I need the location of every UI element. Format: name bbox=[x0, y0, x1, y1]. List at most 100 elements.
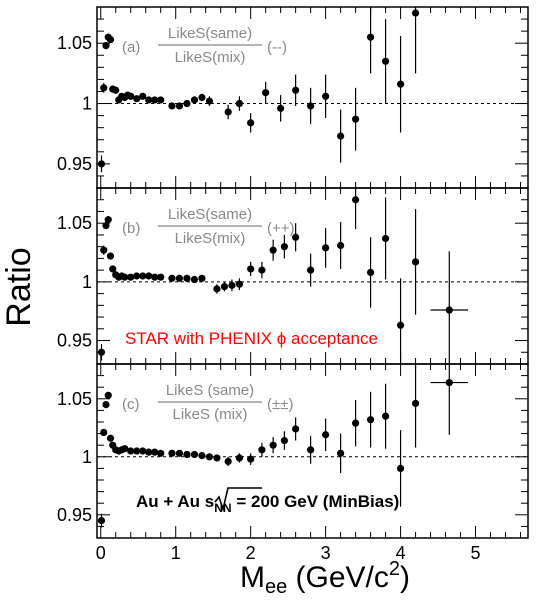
acceptance-note: STAR with PHENIX ϕ acceptance bbox=[125, 329, 378, 348]
data-point bbox=[183, 450, 191, 459]
data-point bbox=[109, 265, 117, 273]
data-point bbox=[445, 306, 453, 314]
data-point bbox=[145, 272, 153, 280]
data-point bbox=[258, 266, 266, 274]
data-point bbox=[157, 449, 165, 457]
legend-numerator: LikeS(same) bbox=[168, 25, 252, 42]
data-point bbox=[190, 96, 199, 104]
y-tick-label: 0.95 bbox=[57, 154, 92, 174]
data-point bbox=[337, 449, 345, 457]
panel-c: 1.05 1 0.950 1 2 3 4 5 (c) LikeS (same) LikeS (mix… bbox=[57, 363, 529, 563]
data-point bbox=[133, 272, 141, 280]
data-point bbox=[224, 108, 232, 116]
data-point bbox=[127, 273, 135, 281]
data-point bbox=[97, 517, 106, 525]
data-point bbox=[102, 42, 110, 50]
data-point bbox=[151, 273, 159, 281]
data-point bbox=[258, 446, 266, 454]
data-point bbox=[307, 446, 315, 454]
data-point bbox=[157, 96, 165, 104]
data-point bbox=[104, 391, 112, 399]
y-tick-label: 1 bbox=[82, 447, 92, 467]
data-point bbox=[235, 99, 244, 108]
legend-numerator: LikeS(same) bbox=[168, 206, 252, 223]
data-point bbox=[220, 282, 229, 291]
data-point bbox=[190, 450, 199, 459]
y-axis-title: Ratio bbox=[0, 247, 38, 326]
data-point bbox=[247, 455, 255, 463]
legend-numerator: LikeS (same) bbox=[166, 382, 254, 399]
x-tick-label: 5 bbox=[471, 543, 481, 563]
sqrt-sign bbox=[214, 487, 262, 512]
x-tick-label: 0 bbox=[96, 543, 106, 563]
data-point bbox=[322, 92, 330, 100]
data-point bbox=[168, 449, 176, 457]
panels: 1.0510.95(a)LikeS(same)LikeS(mix)(--)1.0… bbox=[57, 6, 529, 563]
data-point bbox=[280, 436, 288, 445]
x-tick-label: 1 bbox=[171, 543, 181, 563]
data-point bbox=[127, 92, 135, 100]
data-point bbox=[133, 447, 141, 455]
panel-tag: (a) bbox=[122, 39, 140, 56]
legend-sign: (±±) bbox=[267, 396, 293, 413]
legend-sign: (++) bbox=[267, 220, 295, 237]
data-point bbox=[366, 33, 375, 41]
data-point bbox=[139, 92, 147, 100]
x-axis-title-sub: ee bbox=[265, 576, 287, 598]
data-point bbox=[106, 252, 115, 260]
data-point bbox=[292, 86, 300, 94]
data-point bbox=[139, 447, 147, 455]
data-point bbox=[121, 445, 129, 453]
data-point bbox=[145, 448, 153, 456]
data-point bbox=[139, 272, 147, 280]
data-series bbox=[97, 364, 469, 528]
y-tick-label: 1.05 bbox=[57, 33, 92, 53]
y-tick-label: 1.05 bbox=[57, 389, 92, 409]
data-point bbox=[277, 104, 285, 112]
legend-denominator: LikeS(mix) bbox=[175, 230, 246, 247]
data-point bbox=[269, 441, 277, 449]
legend-denominator: LikeS (mix) bbox=[172, 406, 247, 423]
data-point bbox=[381, 57, 390, 65]
data-point bbox=[198, 93, 206, 102]
data-point bbox=[411, 9, 420, 17]
panel-tag: (b) bbox=[122, 220, 140, 237]
legend-denominator: LikeS(mix) bbox=[175, 49, 246, 66]
data-point bbox=[352, 115, 360, 123]
data-point bbox=[205, 453, 214, 461]
data-point bbox=[175, 449, 184, 457]
data-point bbox=[175, 274, 184, 282]
data-point bbox=[213, 454, 221, 462]
data-point bbox=[337, 132, 345, 140]
data-point bbox=[97, 348, 106, 356]
data-point bbox=[151, 96, 159, 104]
data-point bbox=[112, 86, 120, 94]
data-point bbox=[175, 102, 184, 110]
data-point bbox=[235, 454, 244, 462]
data-point bbox=[106, 434, 115, 442]
data-point bbox=[381, 234, 390, 243]
panel-frame bbox=[96, 363, 529, 539]
data-point bbox=[337, 241, 345, 250]
x-axis-title: Mee (GeV/c2) bbox=[240, 558, 410, 598]
data-point bbox=[352, 419, 360, 427]
data-point bbox=[97, 160, 106, 168]
data-point bbox=[224, 457, 232, 466]
x-axis-title-rest: (GeV/c bbox=[287, 561, 389, 594]
data-point bbox=[307, 102, 315, 110]
y-tick-label: 1.05 bbox=[57, 213, 92, 233]
data-point bbox=[411, 399, 420, 408]
data-point bbox=[157, 273, 165, 281]
y-tick-label: 0.95 bbox=[57, 505, 92, 525]
data-point bbox=[205, 97, 214, 105]
x-axis-title-main: M bbox=[240, 561, 265, 594]
data-series bbox=[97, 188, 469, 364]
data-point bbox=[127, 447, 135, 455]
data-point bbox=[307, 266, 315, 274]
data-point bbox=[168, 102, 176, 110]
data-point bbox=[411, 258, 420, 266]
x-axis-title-sup: 2 bbox=[389, 558, 400, 580]
data-point bbox=[106, 35, 115, 44]
data-point bbox=[121, 273, 129, 281]
